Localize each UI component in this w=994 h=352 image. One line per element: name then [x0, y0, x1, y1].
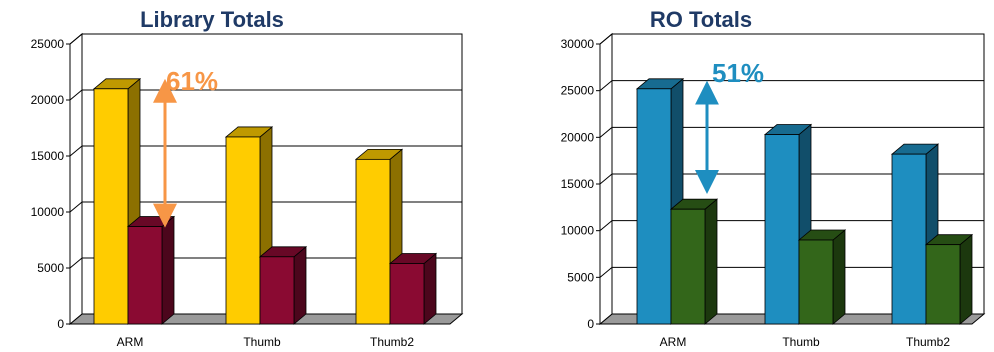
percent-annotation: 61% [166, 66, 218, 96]
bar-series2-thumb2 [924, 233, 974, 325]
chart-title: RO Totals [650, 7, 752, 32]
y-tick-label: 25000 [561, 84, 595, 98]
x-category-label: Thumb2 [370, 335, 414, 349]
gridline-side [599, 126, 613, 138]
bar-series2-arm [669, 198, 719, 325]
bar-series1-arm [92, 77, 142, 325]
y-tick-label: 0 [57, 317, 64, 331]
gridline-side [599, 220, 613, 232]
gridline-side [69, 145, 83, 157]
gridline-side [599, 33, 613, 45]
y-tick-label: 10000 [561, 224, 595, 238]
x-category-label: ARM [660, 335, 687, 349]
y-tick-label: 10000 [31, 205, 65, 219]
y-tick-label: 15000 [561, 177, 595, 191]
y-tick-label: 0 [587, 317, 594, 331]
gridline-side [69, 89, 83, 101]
x-category-label: Thumb2 [906, 335, 950, 349]
y-tick-label: 5000 [567, 270, 594, 284]
y-tick-label: 15000 [31, 149, 65, 163]
bar-series2-arm [126, 215, 176, 325]
bar-series2-thumb [797, 229, 847, 325]
y-tick-label: 20000 [31, 93, 65, 107]
ro-totals-chart: RO Totals 0 5000 10000 15000 20000 25000 30000… [561, 7, 986, 349]
gridline-side [69, 33, 83, 45]
y-tick-label: 30000 [561, 37, 595, 51]
percent-annotation: 51% [712, 58, 764, 88]
y-tick-label: 5000 [37, 261, 64, 275]
gridline-side [599, 80, 613, 92]
bar-series2-thumb [258, 245, 308, 325]
bar-series1-thumb [763, 123, 813, 325]
bar-series1-thumb2 [354, 148, 404, 325]
library-totals-chart: Library Totals 0 5000 10000 15000 20000 25000… [31, 7, 464, 349]
bar-series2-thumb2 [388, 252, 438, 325]
plot-side-wall [69, 32, 83, 326]
gridline-side [599, 173, 613, 185]
y-tick-label: 25000 [31, 37, 65, 51]
chart-title: Library Totals [140, 7, 284, 32]
x-category-label: ARM [117, 335, 144, 349]
gridline-side [69, 257, 83, 269]
x-category-label: Thumb [782, 335, 820, 349]
gridline-side [69, 201, 83, 213]
y-tick-label: 20000 [561, 130, 595, 144]
gridline-side [599, 266, 613, 278]
x-category-label: Thumb [243, 335, 281, 349]
